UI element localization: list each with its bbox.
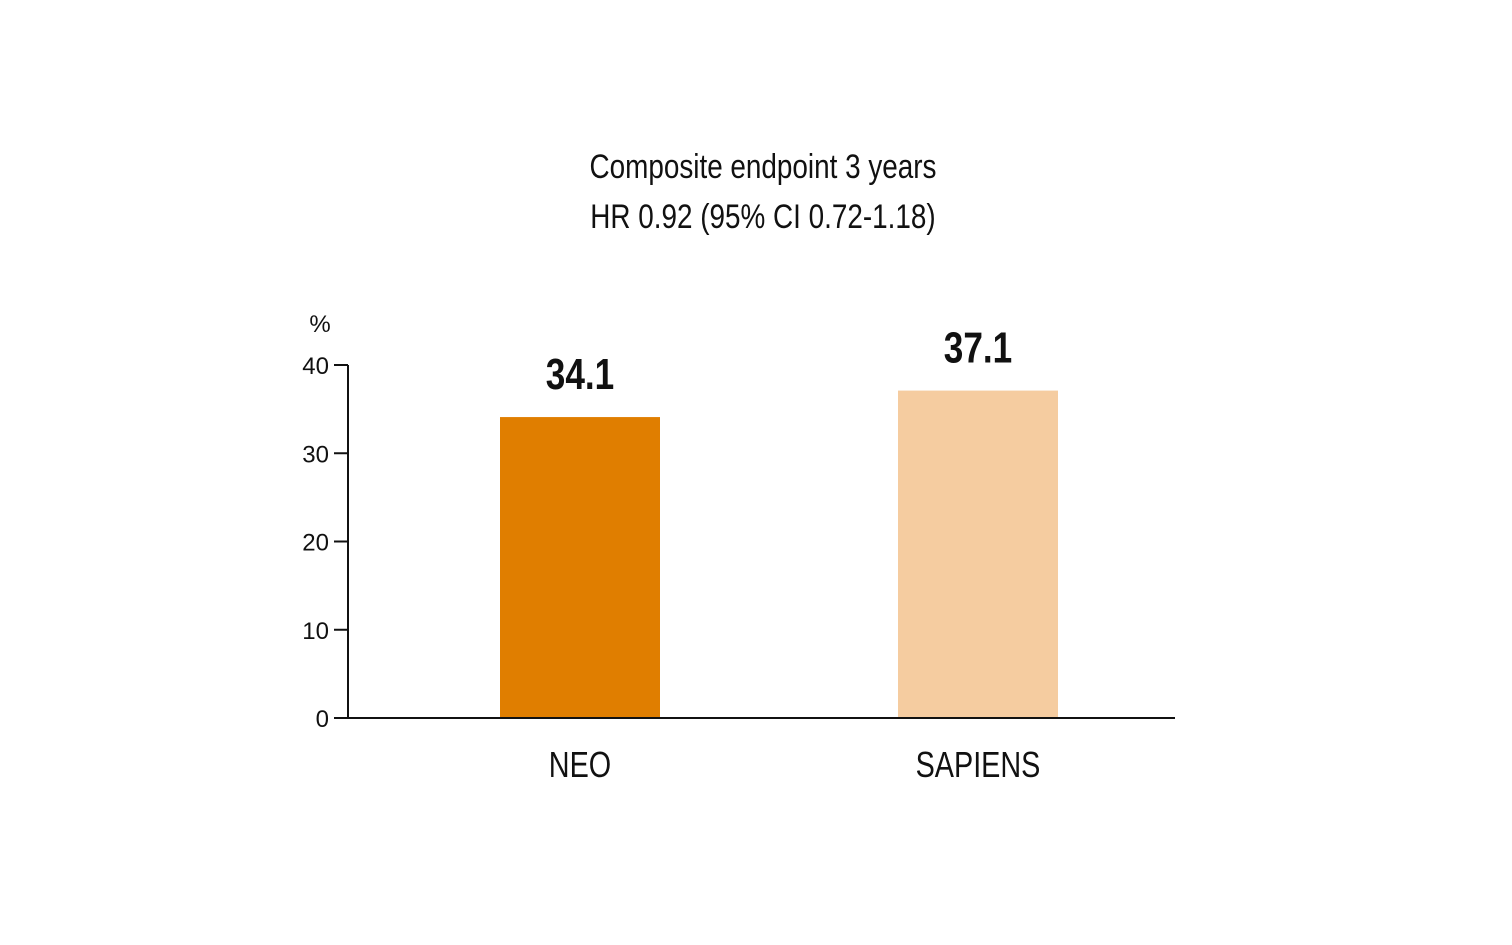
chart-subtitle: HR 0.92 (95% CI 0.72-1.18) — [590, 197, 935, 235]
bar-neo — [500, 417, 660, 718]
x-category-label: SAPIENS — [916, 744, 1041, 785]
chart-title: Composite endpoint 3 years — [589, 147, 936, 185]
value-label-sapiens: 37.1 — [944, 324, 1012, 373]
y-tick-label: 20 — [302, 530, 329, 557]
y-tick-label: 10 — [302, 618, 329, 645]
value-label-neo: 34.1 — [546, 350, 614, 399]
x-category-label: NEO — [549, 744, 611, 785]
y-axis-label: % — [309, 311, 330, 338]
y-tick-label: 30 — [302, 441, 329, 468]
y-tick-label: 0 — [316, 706, 329, 733]
bar-sapiens — [898, 390, 1058, 718]
y-tick-label: 40 — [302, 353, 329, 380]
